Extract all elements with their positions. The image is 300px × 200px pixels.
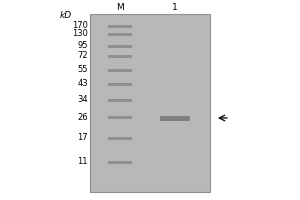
Bar bbox=[108, 136, 132, 140]
Bar bbox=[108, 82, 132, 86]
Text: 1: 1 bbox=[172, 3, 178, 12]
Bar bbox=[108, 32, 132, 36]
Bar bbox=[90, 14, 210, 192]
Text: 11: 11 bbox=[77, 158, 88, 166]
Bar bbox=[108, 116, 132, 118]
Bar bbox=[108, 45, 132, 47]
Bar bbox=[108, 54, 132, 58]
Text: 55: 55 bbox=[77, 66, 88, 74]
Text: 130: 130 bbox=[72, 29, 88, 38]
Text: 95: 95 bbox=[77, 42, 88, 50]
Bar bbox=[108, 98, 132, 102]
Bar bbox=[160, 116, 190, 120]
Text: 43: 43 bbox=[77, 79, 88, 88]
Text: 72: 72 bbox=[77, 51, 88, 60]
Text: M: M bbox=[116, 3, 124, 12]
Bar bbox=[108, 24, 132, 27]
Bar bbox=[108, 160, 132, 164]
Text: 34: 34 bbox=[77, 96, 88, 104]
Text: 170: 170 bbox=[72, 21, 88, 30]
Bar bbox=[108, 68, 132, 72]
Text: 26: 26 bbox=[77, 112, 88, 121]
Text: kD: kD bbox=[60, 11, 72, 21]
Text: 17: 17 bbox=[77, 134, 88, 142]
